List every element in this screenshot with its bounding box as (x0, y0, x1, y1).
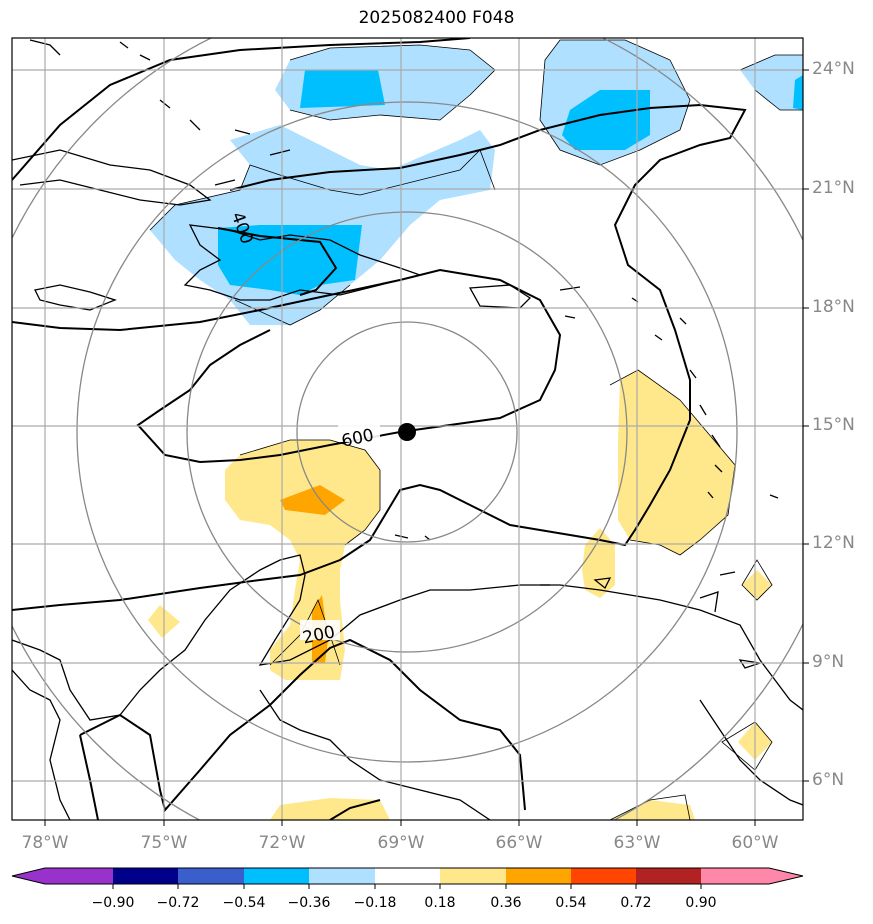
range-rings (12, 38, 803, 820)
colorbar-label: −0.36 (287, 895, 331, 911)
lon-label-75w: 75°W (140, 833, 188, 853)
colorbar-label: −0.90 (91, 895, 135, 911)
lat-label-15n: 15°N (812, 415, 855, 435)
coastlines (12, 39, 803, 820)
negative-anomaly-shading (150, 40, 803, 325)
lon-label-78w: 78°W (21, 833, 69, 853)
colorbar-label: 0.36 (490, 895, 522, 911)
lon-label-72w: 72°W (258, 833, 306, 853)
thin-contours (149, 39, 803, 820)
map-frame (11, 37, 804, 821)
lat-label-9n: 9°N (812, 652, 845, 672)
lon-label-63w: 63°W (613, 833, 661, 853)
lon-label-60w: 60°W (731, 833, 779, 853)
colorbar-label: 0.90 (685, 895, 717, 911)
lat-label-24n: 24°N (812, 59, 855, 79)
lat-label-18n: 18°N (812, 297, 855, 317)
thick-contours (12, 38, 747, 820)
lat-label-6n: 6°N (812, 770, 845, 790)
lon-label-66w: 66°W (495, 833, 543, 853)
colorbar-label: 0.54 (555, 895, 587, 911)
colorbar-label: −0.54 (222, 895, 266, 911)
colorbar-label: 0.18 (424, 895, 456, 911)
colorbar (11, 867, 804, 889)
lat-label-21n: 21°N (812, 178, 855, 198)
storm-center-marker (398, 423, 416, 441)
colorbar-label: −0.72 (156, 895, 200, 911)
colorbar-label: 0.72 (620, 895, 652, 911)
colorbar-low-extension (12, 868, 45, 884)
lat-label-12n: 12°N (812, 533, 855, 553)
lon-label-69w: 69°W (377, 833, 425, 853)
colorbar-label: −0.18 (353, 895, 397, 911)
gridlines (12, 38, 803, 820)
positive-anomaly-shading (148, 370, 772, 820)
map-title: 2025082400 F048 (358, 8, 515, 28)
colorbar-high-extension (769, 868, 803, 884)
